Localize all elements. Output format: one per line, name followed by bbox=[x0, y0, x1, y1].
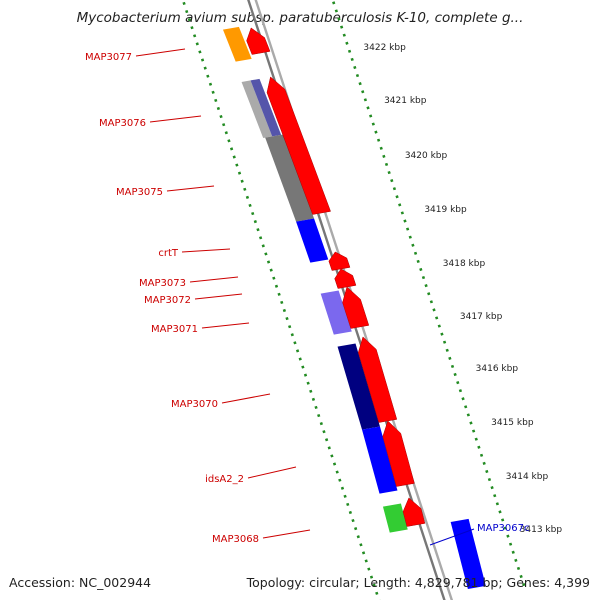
gene-label: MAP3077 bbox=[85, 52, 132, 63]
label-leader bbox=[135, 48, 186, 57]
scale-label: 3414 kbp bbox=[506, 472, 549, 482]
label-leader bbox=[262, 529, 311, 539]
scale-label: 3413 kbp bbox=[520, 525, 563, 535]
gene-label: crtT bbox=[158, 248, 179, 259]
feature-block bbox=[382, 503, 408, 533]
feature-block bbox=[265, 134, 315, 222]
scale-label: 3422 kbp bbox=[363, 43, 406, 53]
gene-label: idsA2_2 bbox=[205, 474, 244, 485]
label-leader bbox=[194, 293, 243, 300]
label-leader bbox=[221, 393, 271, 404]
forward-cds-arrow bbox=[246, 27, 271, 55]
gene-label: MAP3075 bbox=[116, 187, 163, 198]
label-leader bbox=[247, 466, 297, 479]
gene-label: MAP3076 bbox=[99, 118, 146, 129]
forward-cds-arrow bbox=[402, 497, 426, 527]
feature-block bbox=[296, 218, 329, 263]
label-leader bbox=[201, 322, 250, 329]
label-leader bbox=[149, 115, 202, 123]
feature-block bbox=[362, 426, 398, 494]
feature-block bbox=[320, 290, 352, 335]
forward-cds-arrow bbox=[328, 251, 351, 271]
gene-label: MAP3073 bbox=[139, 278, 186, 289]
label-leader bbox=[429, 528, 475, 546]
accession-text: Accession: NC_002944 bbox=[9, 575, 152, 590]
feature-block bbox=[450, 518, 486, 589]
scale-label: 3419 kbp bbox=[424, 205, 467, 215]
forward-cds-arrow bbox=[358, 336, 398, 423]
scale-label: 3417 kbp bbox=[460, 312, 503, 322]
gene-labels: MAP3077 MAP3076 MAP3075 crtT MAP3073 MAP3072 M… bbox=[85, 48, 529, 546]
scale-label: 3421 kbp bbox=[384, 96, 427, 106]
forward-cds-arrow bbox=[382, 420, 415, 487]
gene-label: MAP3071 bbox=[151, 324, 198, 335]
map-title: Mycobacterium avium subsp. paratuberculo… bbox=[76, 10, 524, 26]
forward-cds-arrow bbox=[342, 286, 370, 329]
genome-summary: Topology: circular; Length: 4,829,781 bp… bbox=[246, 575, 590, 590]
scale-label: 3415 kbp bbox=[491, 418, 534, 428]
features bbox=[222, 26, 486, 589]
gene-label: MAP3068 bbox=[212, 534, 259, 545]
feature-block bbox=[250, 78, 282, 137]
gene-label: MAP3072 bbox=[144, 295, 191, 306]
feature-block bbox=[222, 26, 252, 62]
feature-block bbox=[337, 343, 380, 430]
forward-cds-arrow bbox=[334, 268, 357, 289]
gene-label: MAP3070 bbox=[171, 399, 218, 410]
gene-label: MAP3067c bbox=[477, 523, 529, 534]
scale-label: 3420 kbp bbox=[405, 151, 448, 161]
label-leader bbox=[189, 276, 239, 283]
feature-block bbox=[241, 80, 273, 138]
label-leader bbox=[181, 248, 231, 253]
label-leader bbox=[166, 185, 215, 192]
scale-label: 3418 kbp bbox=[443, 259, 486, 269]
scale-label: 3416 kbp bbox=[476, 364, 519, 374]
forward-cds-arrow bbox=[266, 76, 331, 215]
